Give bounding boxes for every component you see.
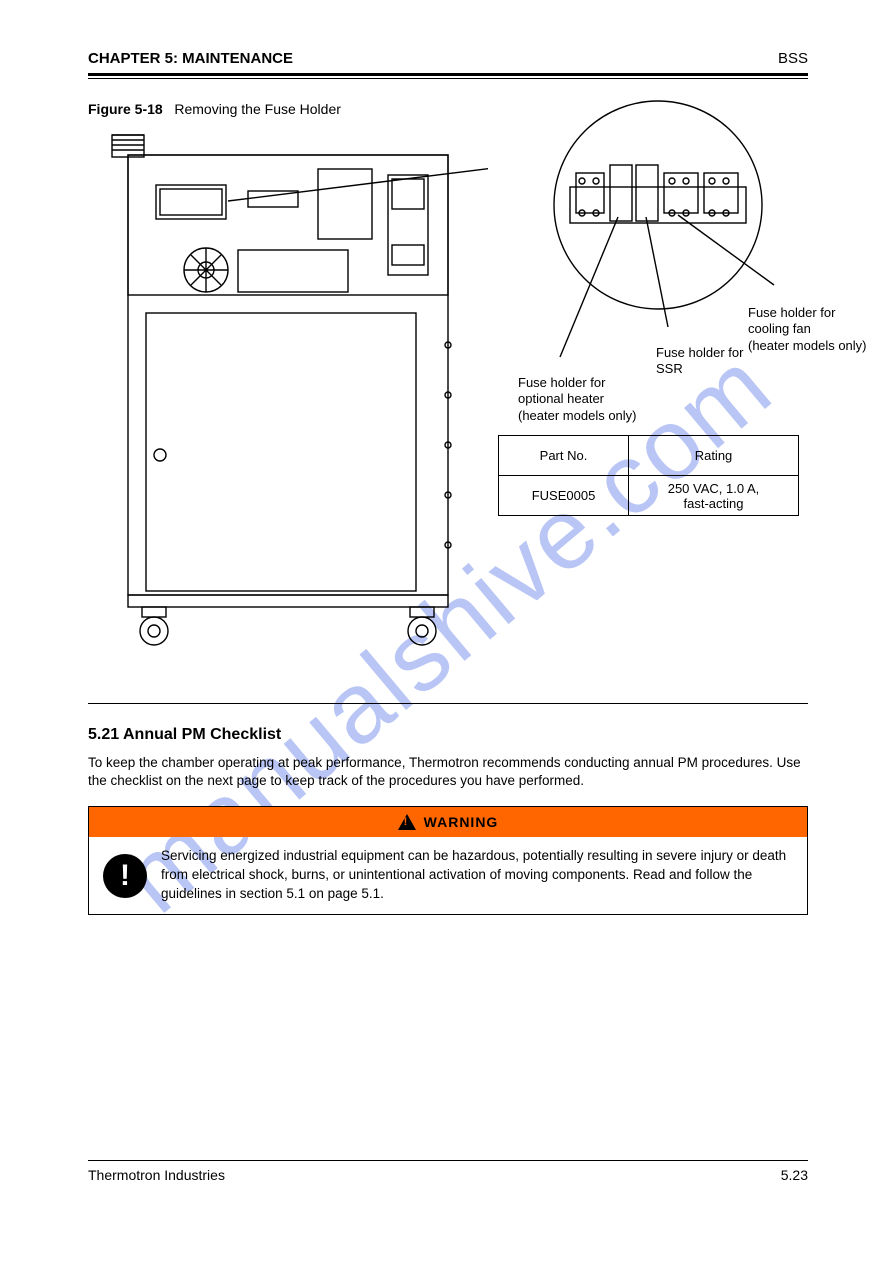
warning-bar: WARNING	[89, 807, 807, 837]
warning-triangle-icon	[398, 814, 416, 830]
footer-page-number: 5.23	[781, 1167, 808, 1183]
exclamation-icon: !	[103, 854, 147, 898]
table-row: Part No. Rating	[499, 436, 799, 476]
warning-block: WARNING ! Servicing energized industrial…	[88, 806, 808, 915]
callout-ssr-fuse: Fuse holder for SSR	[656, 345, 756, 378]
fuse-spec-table: Part No. Rating FUSE0005 250 VAC, 1.0 A,…	[498, 435, 799, 516]
model-code: BSS	[778, 50, 808, 67]
machine-drawing	[88, 125, 488, 665]
header-rule-thin	[88, 78, 808, 79]
warning-body: ! Servicing energized industrial equipme…	[89, 837, 807, 914]
warning-body-text: Servicing energized industrial equipment…	[161, 847, 793, 904]
cell-partno-header: Part No.	[499, 436, 629, 476]
figure-title: Removing the Fuse Holder	[174, 101, 341, 117]
figure-diagram: Fuse holder for optional heater (heater …	[88, 125, 808, 685]
header-rule-thick	[88, 73, 808, 76]
section-rule	[88, 703, 808, 704]
footer-rule	[88, 1160, 808, 1161]
footer-company: Thermotron Industries	[88, 1167, 225, 1183]
chapter-title: CHAPTER 5: MAINTENANCE	[88, 50, 293, 67]
warning-bar-label: WARNING	[424, 814, 499, 830]
cell-partno-value: FUSE0005	[499, 476, 629, 516]
figure-number: Figure 5-18	[88, 101, 163, 117]
cell-rating-value: 250 VAC, 1.0 A, fast-acting	[629, 476, 799, 516]
section-body-text: To keep the chamber operating at peak pe…	[88, 754, 808, 790]
page-footer: Thermotron Industries 5.23	[88, 1160, 808, 1183]
table-row: FUSE0005 250 VAC, 1.0 A, fast-acting	[499, 476, 799, 516]
page-header: CHAPTER 5: MAINTENANCE BSS	[88, 50, 808, 67]
callout-fan-fuse: Fuse holder for cooling fan (heater mode…	[748, 305, 868, 354]
cell-rating-header: Rating	[629, 436, 799, 476]
page-content: CHAPTER 5: MAINTENANCE BSS Figure 5-18 R…	[88, 50, 808, 915]
section-heading: 5.21 Annual PM Checklist	[88, 726, 808, 744]
callout-heater-fuse: Fuse holder for optional heater (heater …	[518, 375, 648, 424]
